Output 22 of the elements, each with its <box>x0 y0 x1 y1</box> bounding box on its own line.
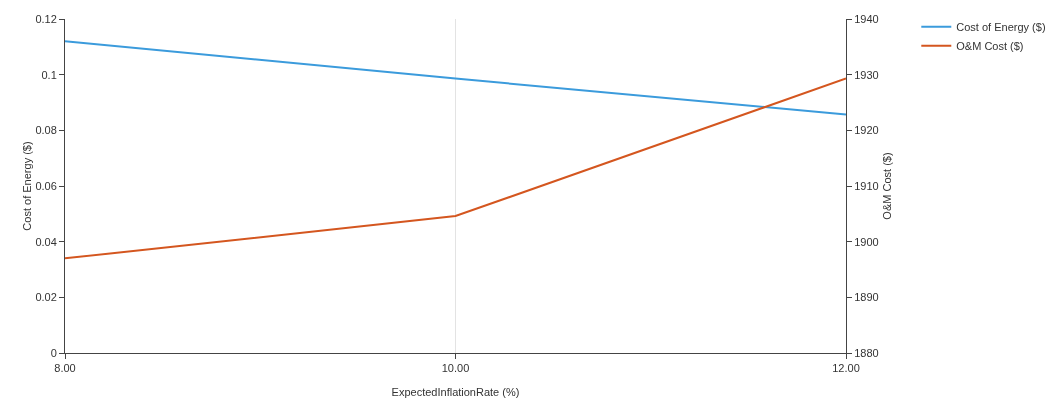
y-tick-label: 0.06 <box>35 179 57 192</box>
y-axis-title: Cost of Energy ($) <box>21 141 34 231</box>
y2-tick-label: 1930 <box>854 68 879 81</box>
y2-tick-label: 1920 <box>854 124 879 137</box>
y2-axis-title: O&M Cost ($) <box>880 152 893 220</box>
legend-label: O&M Cost ($) <box>956 40 1024 53</box>
y-tick-label: 0.12 <box>35 12 57 25</box>
y-tick-label: 0.02 <box>35 291 57 304</box>
y2-tick-label: 1940 <box>854 12 879 25</box>
x-tick-label: 10.00 <box>441 362 470 375</box>
y2-tick-label: 1890 <box>854 291 879 304</box>
y-tick-label: 0.08 <box>35 124 57 137</box>
x-axis-title: ExpectedInflationRate (%) <box>391 386 520 398</box>
y-tick-label: 0.04 <box>35 235 57 248</box>
y2-tick-label: 1910 <box>854 179 879 192</box>
y2-tick-label: 1900 <box>854 235 879 248</box>
x-tick-label: 12.00 <box>832 362 860 375</box>
y-tick-label: 0.1 <box>41 68 57 81</box>
x-tick-label: 8.00 <box>54 362 76 375</box>
y2-tick-label: 1880 <box>854 346 879 359</box>
legend-label: Cost of Energy ($) <box>956 21 1046 34</box>
y-tick-label: 0 <box>50 346 57 359</box>
